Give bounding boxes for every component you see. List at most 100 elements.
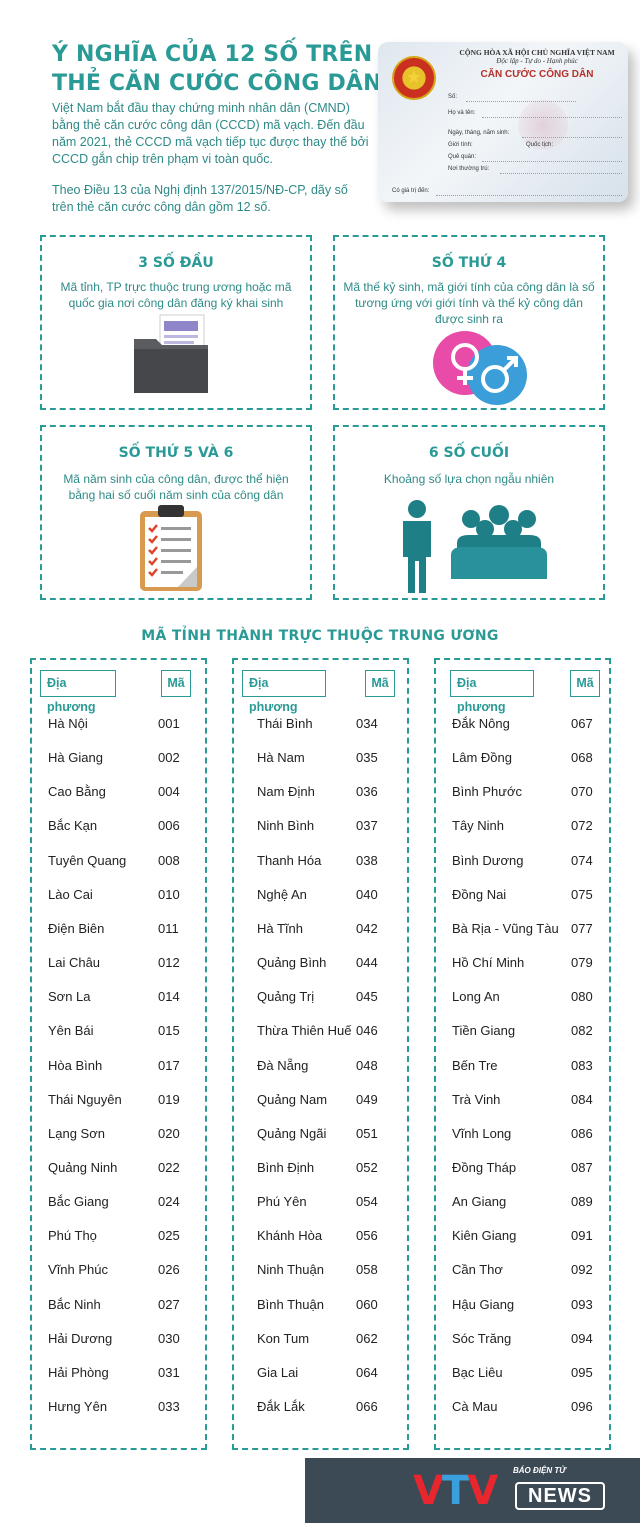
card-field-label: Có giá trị đến: xyxy=(392,188,430,194)
province-code: 045 xyxy=(356,989,378,1005)
province-code: 022 xyxy=(158,1159,180,1175)
card-title: CĂN CƯỚC CÔNG DÂN xyxy=(480,69,594,80)
province-name: Sơn La xyxy=(48,989,91,1005)
intro-paragraph: Việt Nam bắt đầu thay chứng minh nhân dâ… xyxy=(52,101,369,166)
province-code: 004 xyxy=(158,784,180,800)
province-name: Lâm Đồng xyxy=(452,750,512,766)
province-code: 083 xyxy=(571,1057,593,1073)
province-name: Hòa Bình xyxy=(48,1057,103,1073)
box-title: 3 số đầu xyxy=(138,255,214,271)
province-code: 002 xyxy=(158,750,180,766)
province-code: 077 xyxy=(571,920,593,936)
province-name: Đà Nẵng xyxy=(257,1057,309,1073)
id-card-image: CỘNG HÒA XÃ HỘI CHỦ NGHĨA VIỆT NAM Độc l… xyxy=(378,42,628,202)
people-icon xyxy=(403,500,547,593)
province-code: 082 xyxy=(571,1023,593,1039)
province-code: 015 xyxy=(158,1023,180,1039)
card-field-line xyxy=(500,173,622,174)
province-code: 072 xyxy=(571,818,593,834)
province-name: Điện Biên xyxy=(48,920,105,936)
province-code: 017 xyxy=(158,1057,180,1073)
province-name: Long An xyxy=(452,989,500,1005)
card-field-line xyxy=(466,101,576,102)
province-column-3 xyxy=(434,658,611,1450)
province-name: Bình Định xyxy=(257,1159,315,1175)
clipboard-icon xyxy=(140,505,202,591)
province-code: 024 xyxy=(158,1194,180,1210)
province-name: Hải Dương xyxy=(48,1330,113,1346)
footer-tagline: BÁO ĐIỆN TỬ xyxy=(513,1466,566,1475)
info-box-first-three: 3 số đầu Mã tỉnh, TP trực thuộc trung ươ… xyxy=(40,235,312,410)
province-name: Quảng Ngãi xyxy=(257,1125,327,1141)
table-header-code: Mã xyxy=(161,670,191,697)
box-title: Số thứ 4 xyxy=(431,255,507,271)
card-subheader: Độc lập - Tự do - Hạnh phúc xyxy=(496,57,578,65)
province-code: 033 xyxy=(158,1399,180,1414)
province-code: 001 xyxy=(158,716,180,731)
province-code: 067 xyxy=(571,716,593,731)
card-field-label: Họ và tên: xyxy=(448,110,476,116)
table-header-place: Địa phương xyxy=(242,670,326,714)
table-header-code: Mã xyxy=(570,670,600,697)
province-code: 008 xyxy=(158,852,180,868)
province-code: 086 xyxy=(571,1125,593,1141)
folder-icon xyxy=(134,314,208,393)
province-name: Tây Ninh xyxy=(452,818,505,834)
province-code: 089 xyxy=(571,1194,593,1210)
province-code: 070 xyxy=(571,784,593,800)
province-code: 025 xyxy=(158,1228,180,1244)
province-code: 052 xyxy=(356,1159,378,1175)
province-code: 035 xyxy=(356,750,378,766)
province-name: Tuyên Quang xyxy=(48,852,127,868)
province-code: 034 xyxy=(356,716,378,731)
box-description: Mã thế kỷ sinh, mã giới tính của công dâ… xyxy=(343,280,595,326)
province-code: 075 xyxy=(571,886,593,902)
province-code: 012 xyxy=(158,955,180,971)
section-title: Mã tỉnh thành trực thuộc trung ương xyxy=(141,628,499,644)
province-column-1 xyxy=(30,658,207,1450)
province-name: Bắc Giang xyxy=(48,1194,109,1210)
province-name: Bắc Ninh xyxy=(48,1296,101,1312)
province-code: 091 xyxy=(571,1228,593,1244)
province-code: 068 xyxy=(571,750,593,766)
province-name: Vĩnh Long xyxy=(452,1125,512,1141)
province-code: 058 xyxy=(356,1262,378,1278)
province-code: 014 xyxy=(158,989,180,1005)
province-name: Hải Phòng xyxy=(48,1364,109,1380)
province-code: 084 xyxy=(571,1091,593,1107)
province-name: Sóc Trăng xyxy=(452,1330,512,1346)
province-code: 038 xyxy=(356,852,378,868)
card-field-line xyxy=(482,161,622,162)
province-code: 066 xyxy=(356,1399,378,1414)
card-field-label: Số: xyxy=(448,94,458,100)
box-title: 6 số cuối xyxy=(428,445,510,461)
province-name: Cà Mau xyxy=(452,1399,498,1414)
province-name: Thừa Thiên Huế xyxy=(257,1023,352,1039)
province-name: Cao Bằng xyxy=(48,784,106,800)
province-code: 096 xyxy=(571,1399,593,1414)
box-description: Mã tỉnh, TP trực thuộc trung ương hoặc m… xyxy=(60,280,292,310)
province-name: Ninh Bình xyxy=(257,818,315,834)
province-name: Khánh Hòa xyxy=(257,1228,323,1244)
province-name: Kiên Giang xyxy=(452,1228,517,1244)
province-name: Gia Lai xyxy=(257,1364,299,1380)
table-header-place: Địa phương xyxy=(40,670,116,714)
province-code: 010 xyxy=(158,886,180,902)
card-field-line xyxy=(482,117,622,118)
province-name: Yên Bái xyxy=(48,1023,94,1039)
province-name: Hà Giang xyxy=(48,750,103,766)
province-name: Thái Nguyên xyxy=(48,1091,122,1107)
province-code: 031 xyxy=(158,1364,180,1380)
province-name: Bạc Liêu xyxy=(452,1364,503,1380)
province-name: Thái Bình xyxy=(257,716,313,731)
province-name: Cần Thơ xyxy=(452,1262,503,1278)
province-code: 079 xyxy=(571,955,593,971)
national-emblem-icon xyxy=(392,56,436,100)
province-name: Bắc Kạn xyxy=(48,818,98,834)
page-title: Ý nghĩa của 12 số trên thẻ căn cước công… xyxy=(52,42,382,96)
province-name: Lào Cai xyxy=(48,886,93,902)
province-code: 080 xyxy=(571,989,593,1005)
province-name: Hậu Giang xyxy=(452,1296,515,1312)
info-box-fifth-sixth: Số thứ 5 và 6 Mã năm sinh của công dân, … xyxy=(40,425,312,600)
card-field-label: Ngày, tháng, năm sinh: xyxy=(448,130,510,136)
